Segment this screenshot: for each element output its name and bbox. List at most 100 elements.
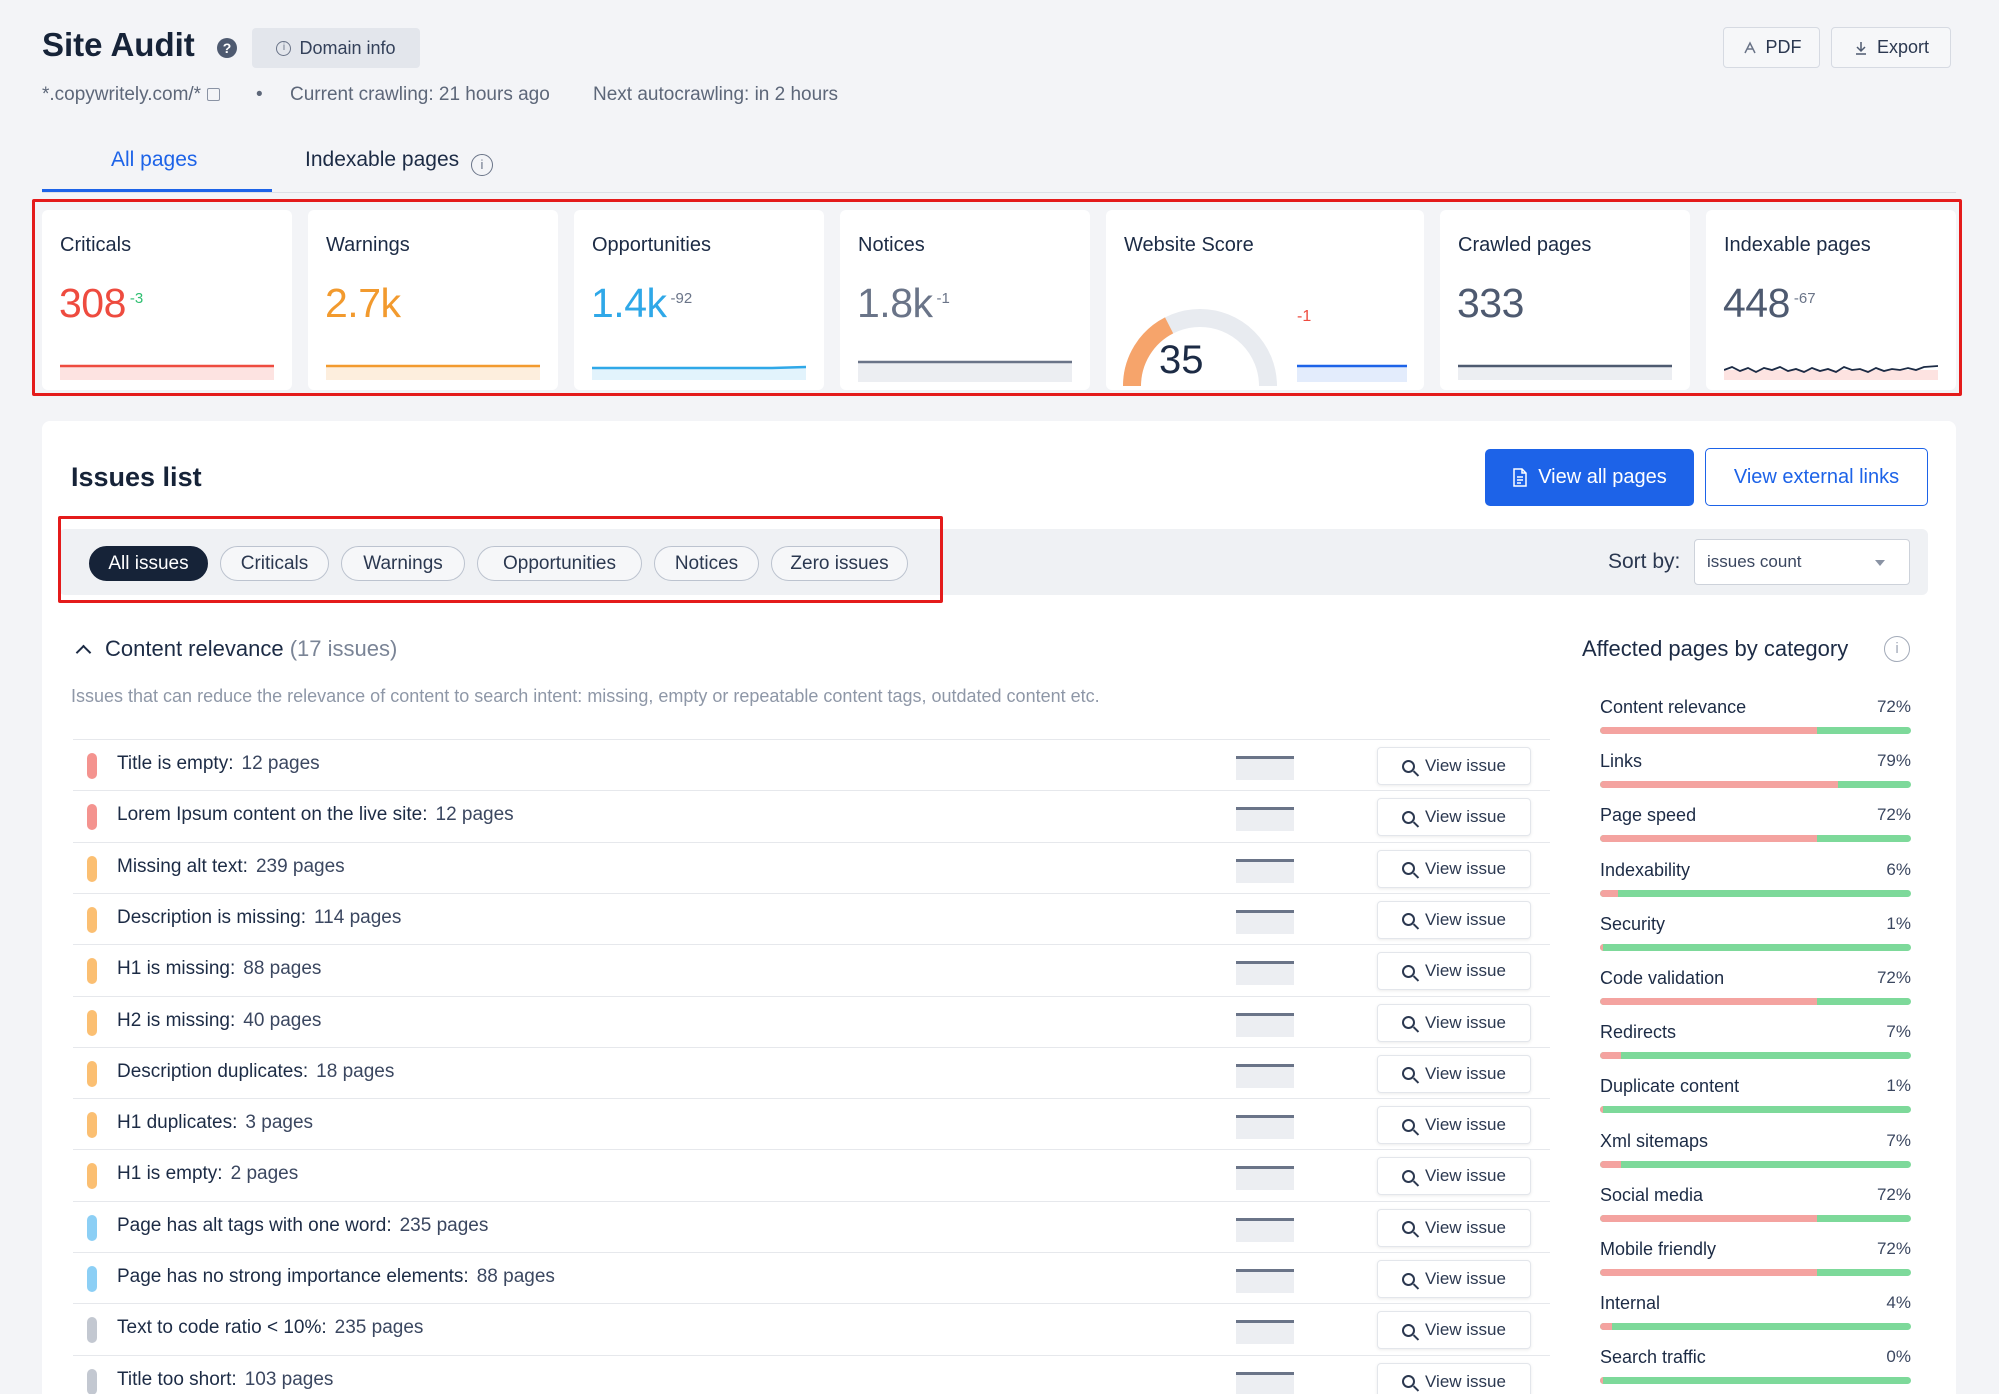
stat-label: Website Score bbox=[1124, 234, 1254, 256]
category-bar-fill bbox=[1600, 781, 1839, 789]
tab-indexable-label: Indexable pages bbox=[305, 148, 460, 171]
info-icon[interactable]: i bbox=[470, 154, 493, 176]
stat-number: 308 bbox=[59, 280, 126, 326]
help-icon[interactable]: ? bbox=[217, 38, 237, 58]
info-icon[interactable]: i bbox=[1884, 636, 1910, 662]
affected-category: Mobile friendly 72% bbox=[1600, 1239, 1911, 1293]
stat-card-indexable-pages[interactable]: Indexable pages 448 -67 bbox=[1706, 210, 1956, 390]
category-bar bbox=[1600, 835, 1911, 843]
issue-row: H1 is missing: 88 pages View issue bbox=[73, 944, 1550, 995]
annotation-box-filters bbox=[58, 516, 943, 603]
category-percent: 1% bbox=[1886, 1076, 1911, 1096]
tab-all-pages[interactable]: All pages bbox=[111, 148, 198, 171]
score-value: 35 bbox=[1159, 338, 1204, 382]
category-name: Xml sitemaps bbox=[1600, 1130, 1709, 1151]
stat-card-crawled-pages[interactable]: Crawled pages 333 bbox=[1440, 210, 1690, 390]
category-bar-fill bbox=[1600, 1052, 1622, 1060]
search-icon bbox=[1402, 1272, 1416, 1286]
view-issue-label: View issue bbox=[1425, 1320, 1506, 1340]
sort-value: issues count bbox=[1707, 552, 1802, 571]
view-issue-button[interactable]: View issue bbox=[1377, 1208, 1531, 1247]
view-issue-button[interactable]: View issue bbox=[1377, 798, 1531, 837]
stat-delta: -1 bbox=[936, 290, 950, 307]
issue-trend bbox=[1236, 1063, 1294, 1088]
domain-link[interactable]: *.copywritely.com/* bbox=[42, 84, 221, 106]
issue-label: H1 duplicates: 3 pages bbox=[117, 1112, 313, 1134]
view-issue-button[interactable]: View issue bbox=[1377, 747, 1531, 785]
section-count: (17 issues) bbox=[289, 636, 398, 661]
issue-trend bbox=[1236, 961, 1294, 986]
category-bar bbox=[1600, 1269, 1911, 1276]
meta-bullet: • bbox=[256, 84, 263, 105]
category-percent: 72% bbox=[1876, 805, 1911, 825]
domain-text: *.copywritely.com/* bbox=[42, 84, 202, 105]
issue-label: Description is missing: 114 pages bbox=[117, 907, 401, 929]
category-bar-fill bbox=[1600, 1214, 1818, 1222]
view-issue-label: View issue bbox=[1425, 961, 1506, 981]
issue-name: Lorem Ipsum content on the live site: bbox=[117, 804, 428, 826]
export-label: Export bbox=[1876, 37, 1930, 57]
stat-label: Warnings bbox=[326, 234, 410, 256]
section-toggle-content-relevance[interactable]: Content relevance (17 issues) bbox=[75, 636, 398, 662]
pdf-icon bbox=[1743, 40, 1756, 53]
category-bar-fill bbox=[1600, 1160, 1622, 1168]
view-external-links-button[interactable]: View external links bbox=[1705, 448, 1928, 506]
view-issue-button[interactable]: View issue bbox=[1377, 1260, 1531, 1298]
issue-row: H1 duplicates: 3 pages View issue bbox=[73, 1098, 1550, 1149]
severity-marker bbox=[87, 855, 97, 882]
search-icon bbox=[1402, 964, 1416, 978]
category-bar bbox=[1600, 781, 1911, 789]
stat-value: 2.7k bbox=[325, 280, 401, 327]
view-issue-button[interactable]: View issue bbox=[1377, 1106, 1531, 1145]
category-bar-fill bbox=[1600, 998, 1818, 1005]
filter-opportunities[interactable]: Opportunities bbox=[477, 546, 642, 581]
stat-value: 1.8k -1 bbox=[857, 280, 950, 327]
stat-number: 2.7k bbox=[325, 280, 401, 326]
view-issue-button[interactable]: View issue bbox=[1377, 1311, 1531, 1350]
export-button[interactable]: Export bbox=[1831, 27, 1951, 68]
view-issue-label: View issue bbox=[1425, 756, 1506, 775]
category-bar-fill bbox=[1600, 943, 1604, 951]
view-issue-label: View issue bbox=[1425, 858, 1506, 878]
category-bar-fill bbox=[1600, 1377, 1604, 1385]
next-autocrawling: Next autocrawling: in 2 hours bbox=[593, 84, 839, 105]
stat-label: Notices bbox=[858, 234, 925, 256]
filter-warnings[interactable]: Warnings bbox=[341, 546, 465, 581]
filter-zero-issues[interactable]: Zero issues bbox=[771, 546, 908, 581]
section-description: Issues that can reduce the relevance of … bbox=[71, 686, 1100, 706]
filter-all-issues[interactable]: All issues bbox=[89, 546, 208, 581]
issue-trend bbox=[1236, 1166, 1294, 1191]
filter-notices[interactable]: Notices bbox=[654, 546, 759, 581]
stat-card-warnings[interactable]: Warnings 2.7k bbox=[308, 210, 558, 390]
affected-category: Redirects 7% bbox=[1600, 1022, 1911, 1076]
view-all-pages-button[interactable]: View all pages bbox=[1485, 449, 1694, 506]
issue-trend bbox=[1236, 1217, 1294, 1242]
category-name: Social media bbox=[1600, 1184, 1704, 1205]
tab-indexable-pages[interactable]: Indexable pages i bbox=[305, 148, 493, 176]
stat-card-notices[interactable]: Notices 1.8k -1 bbox=[840, 210, 1090, 390]
view-issue-button[interactable]: View issue bbox=[1377, 1157, 1531, 1196]
domain-info-button[interactable]: i Domain info bbox=[252, 28, 420, 68]
stat-number: 448 bbox=[1723, 280, 1790, 326]
issue-label: Missing alt text: 239 pages bbox=[117, 856, 345, 878]
view-issue-button[interactable]: View issue bbox=[1377, 1362, 1531, 1394]
view-all-pages-label: View all pages bbox=[1538, 466, 1667, 488]
pdf-button[interactable]: PDF bbox=[1723, 27, 1820, 68]
warnings-trend bbox=[326, 364, 540, 380]
severity-marker bbox=[87, 906, 97, 933]
download-icon bbox=[1855, 41, 1866, 55]
view-issue-button[interactable]: View issue bbox=[1377, 1003, 1531, 1042]
search-icon bbox=[1402, 1016, 1416, 1029]
view-issue-button[interactable]: View issue bbox=[1377, 900, 1531, 939]
filter-criticals[interactable]: Criticals bbox=[220, 546, 329, 581]
stat-card-opportunities[interactable]: Opportunities 1.4k -92 bbox=[574, 210, 824, 390]
category-bar bbox=[1600, 943, 1911, 951]
stat-card-website-score[interactable]: Website Score 35 -1 bbox=[1106, 210, 1424, 390]
view-issue-button[interactable]: View issue bbox=[1377, 952, 1531, 991]
sort-select[interactable]: issues count bbox=[1694, 539, 1910, 585]
view-issue-button[interactable]: View issue bbox=[1377, 849, 1531, 888]
view-issue-button[interactable]: View issue bbox=[1377, 1054, 1531, 1093]
affected-category: Search traffic 0% bbox=[1600, 1347, 1911, 1394]
stat-card-criticals[interactable]: Criticals 308 -3 bbox=[42, 210, 292, 390]
opportunities-trend bbox=[592, 365, 806, 380]
